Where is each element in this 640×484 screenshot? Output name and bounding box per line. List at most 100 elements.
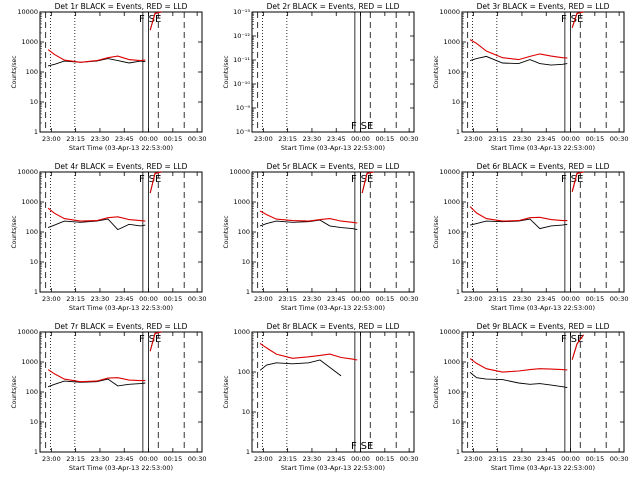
x-tick-label: 00:30 [188,135,207,143]
chart-title: Det 5r BLACK = Events, RED = LLD [267,162,400,171]
y-tick-label: 10⁻¹³ [233,8,250,16]
lld-series-line [259,342,358,361]
axis-frame [251,331,415,453]
marker-label-se: SE [361,121,374,132]
y-axis-label: Counts/sec [433,375,440,408]
x-tick-label: 23:15 [278,295,297,303]
x-tick-label: 23:30 [91,455,110,463]
x-tick-label: 23:45 [327,295,346,303]
x-tick-label: 00:00 [561,295,580,303]
x-tick-label: 23:30 [91,295,110,303]
x-axis-label: Start Time (03-Apr-13 22:53:00) [281,304,385,312]
marker-label-f: F [139,14,145,25]
marker-label-se: SE [361,174,374,185]
y-tick-label: 10 [30,98,38,106]
x-tick-label: 00:00 [561,135,580,143]
x-tick-label: 23:45 [115,135,134,143]
marker-label-se: SE [361,441,374,452]
x-tick-label: 00:00 [139,295,158,303]
y-tick-label: 10 [452,418,460,426]
lld-series-line [259,171,374,224]
x-tick-label: 23:15 [488,295,507,303]
x-tick-label: 00:00 [351,135,370,143]
x-tick-label: 23:00 [464,455,483,463]
y-tick-label: 1 [456,448,460,456]
marker-label-f: F [561,174,567,185]
x-tick-label: 23:30 [513,135,532,143]
x-tick-label: 00:15 [375,135,394,143]
y-tick-label: 10 [30,418,38,426]
marker-label-se: SE [149,14,162,25]
axis-frame [251,171,415,293]
lld-series-line [469,11,584,61]
y-tick-label: 10⁻⁸ [236,128,251,136]
x-tick-label: 23:00 [464,135,483,143]
x-tick-label: 23:30 [513,455,532,463]
marker-label-f: F [139,334,145,345]
x-tick-label: 00:30 [400,295,419,303]
x-tick-label: 00:15 [585,295,604,303]
y-axis-label: Counts/sec [223,215,230,248]
y-axis-label: Counts/sec [223,55,230,88]
y-tick-label: 100 [448,68,460,76]
y-tick-label: 100 [26,68,38,76]
chart-title: Det 6r BLACK = Events, RED = LLD [477,162,610,171]
lld-series-line [469,334,584,373]
y-tick-label: 1000 [443,358,460,366]
chart-title: Det 8r BLACK = Events, RED = LLD [267,322,400,331]
x-tick-label: 23:30 [303,295,322,303]
x-tick-label: 00:15 [585,455,604,463]
x-axis-label: Start Time (03-Apr-13 22:53:00) [281,144,385,152]
lld-series-line [47,171,162,222]
marker-label-f: F [351,121,357,132]
y-tick-label: 10 [452,98,460,106]
y-axis-label: Counts/sec [223,375,230,408]
y-axis-label: Counts/sec [11,215,18,248]
chart-svg: Det 6r BLACK = Events, RED = LLD 1 10 100 10… [433,162,629,312]
axis-frame [39,11,203,133]
x-tick-label: 00:00 [139,455,158,463]
x-tick-label: 00:30 [610,295,629,303]
marker-label-se: SE [149,334,162,345]
events-series-line [259,359,342,377]
chart-svg: Det 7r BLACK = Events, RED = LLD 1 10 100 10… [11,322,207,472]
x-tick-label: 23:00 [42,295,61,303]
marker-label-f: F [351,174,357,185]
y-tick-label: 10000 [229,168,250,176]
x-tick-label: 23:30 [303,135,322,143]
x-tick-label: 00:15 [375,455,394,463]
x-tick-label: 23:45 [537,135,556,143]
x-tick-label: 23:30 [513,295,532,303]
y-tick-label: 100 [448,388,460,396]
chart-svg: Det 9r BLACK = Events, RED = LLD 1 10 100 10… [433,322,629,472]
x-tick-label: 23:00 [254,135,273,143]
x-tick-label: 23:30 [91,135,110,143]
axis-frame [461,11,625,133]
y-tick-label: 10000 [439,8,460,16]
y-axis-label: Counts/sec [433,215,440,248]
x-tick-label: 23:15 [488,135,507,143]
x-tick-label: 23:15 [66,295,85,303]
marker-label-se: SE [149,174,162,185]
y-axis-label: Counts/sec [11,55,18,88]
marker-label-f: F [561,14,567,25]
y-tick-label: 100 [26,388,38,396]
axis-frame [39,331,203,453]
x-axis-label: Start Time (03-Apr-13 22:53:00) [491,464,595,472]
x-tick-label: 23:00 [254,295,273,303]
y-tick-label: 1 [34,448,38,456]
chart-panel-4: Det 4r BLACK = Events, RED = LLD 1 10 100 10… [8,160,210,324]
y-tick-label: 10000 [439,328,460,336]
x-tick-label: 00:30 [610,455,629,463]
y-tick-label: 10 [30,258,38,266]
x-tick-label: 00:15 [163,295,182,303]
axis-frame [251,11,415,133]
y-tick-label: 1000 [233,328,250,336]
lld-series-line [469,171,584,222]
y-tick-label: 10 [242,258,250,266]
y-tick-label: 100 [448,228,460,236]
y-tick-label: 1 [456,128,460,136]
chart-panel-9: Det 9r BLACK = Events, RED = LLD 1 10 100 10… [430,320,632,484]
y-tick-label: 10⁻⁹ [236,104,251,112]
